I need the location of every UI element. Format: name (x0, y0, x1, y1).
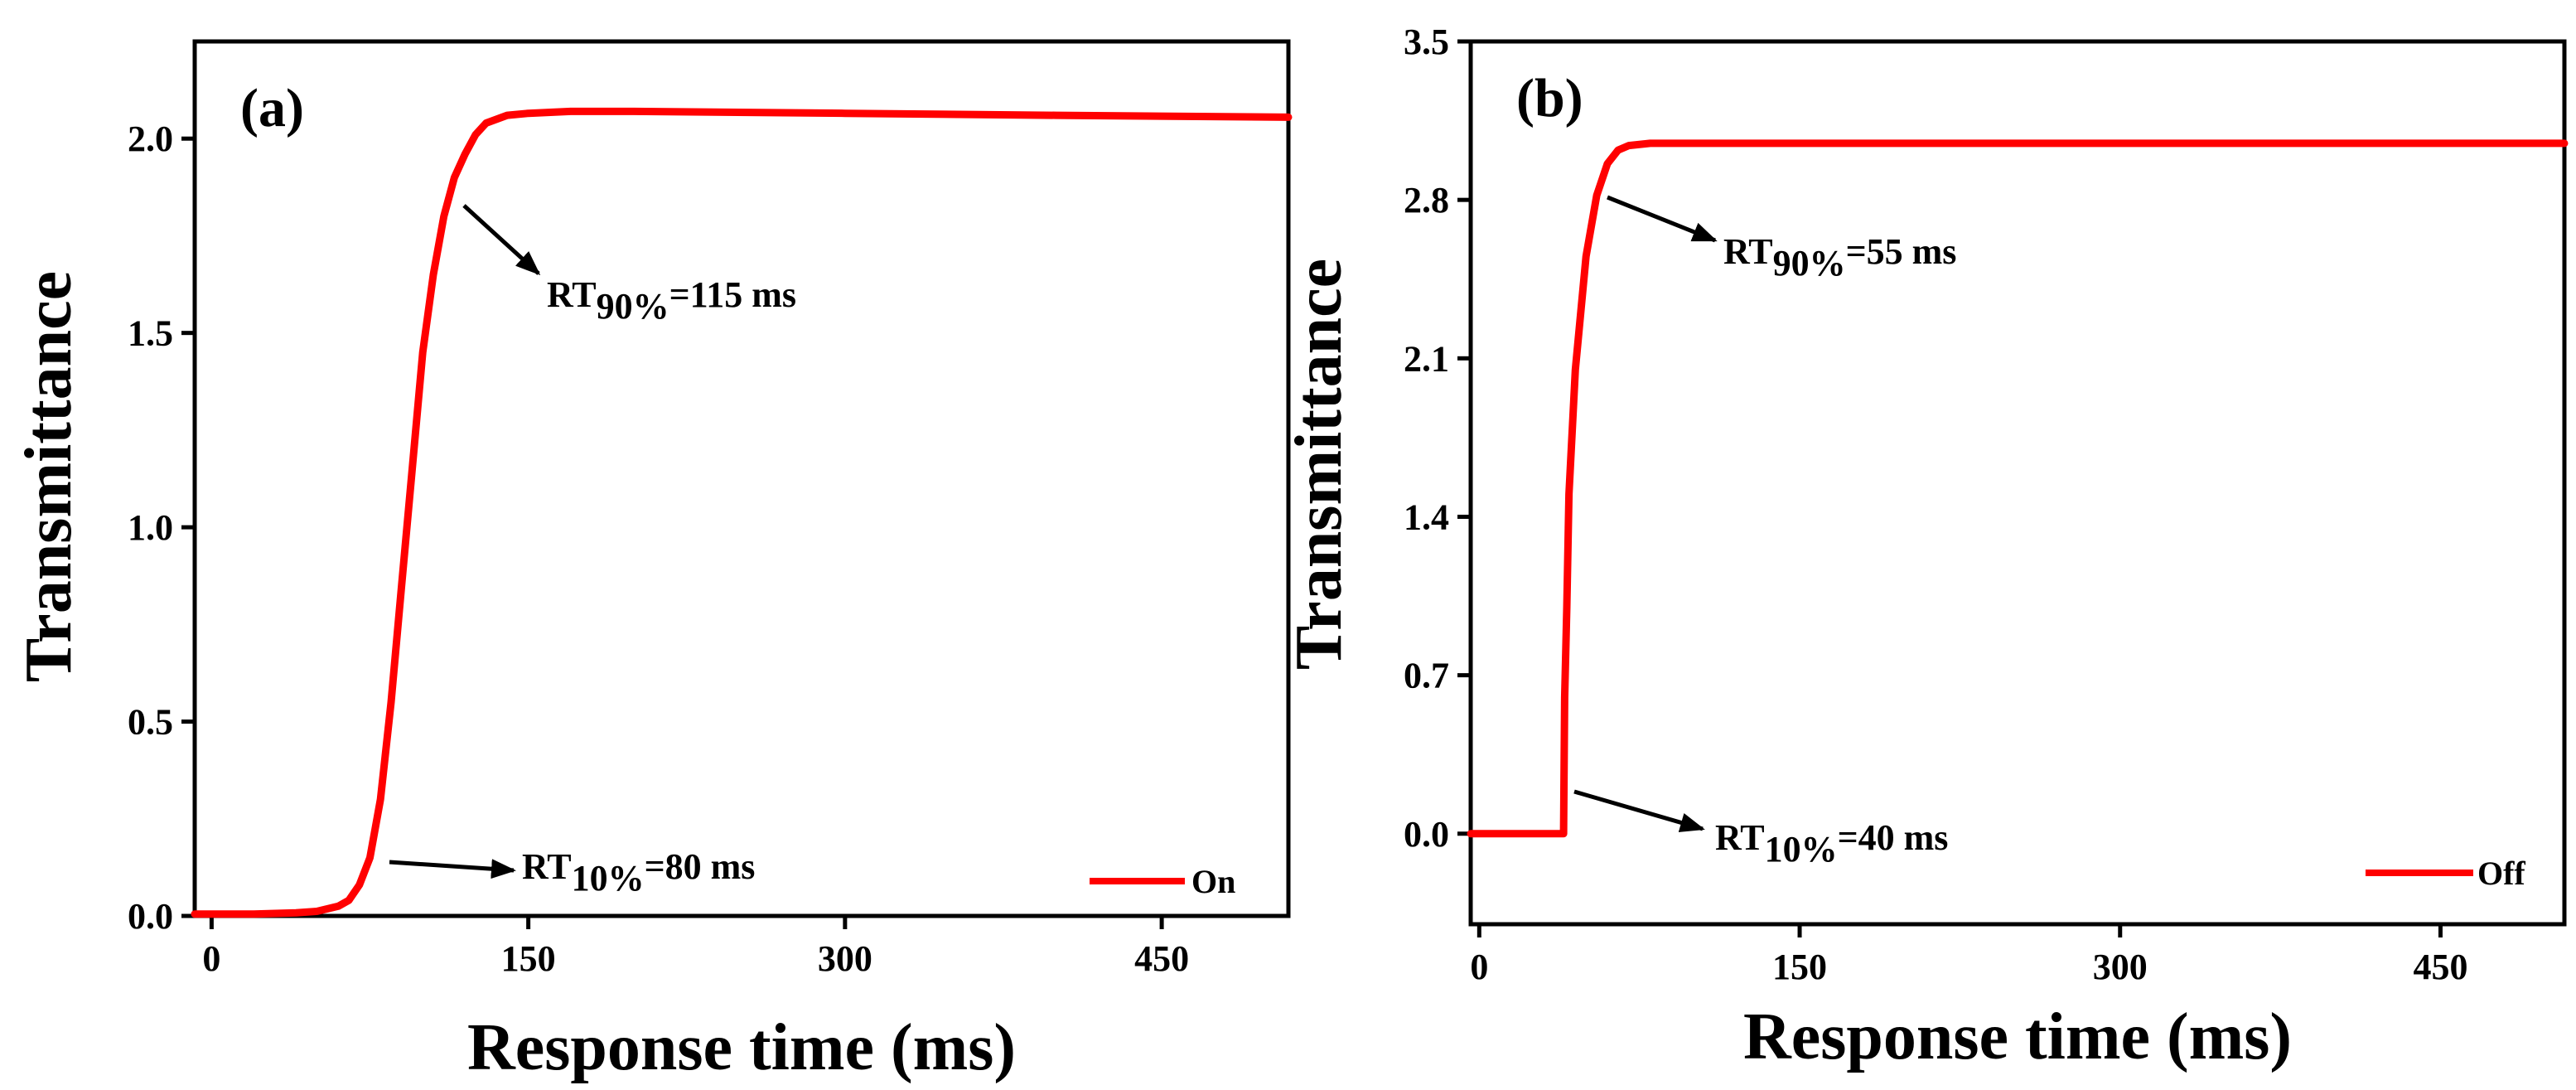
legend-a: On (1090, 863, 1235, 900)
annotation-rt90-b: RT90%=55 ms (1723, 231, 1956, 283)
panel-label-a: (a) (240, 78, 304, 138)
x-tick-label-a: 0 (202, 938, 220, 979)
y-tick-label-a: 0.5 (128, 702, 173, 743)
x-tick-label-a: 150 (501, 938, 556, 979)
annotation-rt90-a: RT90%=115 ms (547, 274, 796, 327)
legend-b: Off (2366, 855, 2525, 892)
y-tick-label-b: 3.5 (1404, 22, 1449, 62)
annotation-arrow-b-1 (1573, 789, 1705, 832)
y-tick-label-a: 0.0 (128, 896, 173, 937)
y-tick-label-b: 0.7 (1404, 656, 1449, 696)
annotation-rt90-a-value: =115 ms (669, 274, 796, 315)
y-tick-label-b: 2.1 (1404, 338, 1449, 379)
annotation-rt90-b-base: RT (1723, 231, 1773, 272)
plot-frame-b (1468, 39, 2567, 927)
x-tick-label-a: 450 (1134, 938, 1189, 979)
x-tick-label-b: 150 (1772, 947, 1827, 987)
y-tick-label-b: 1.4 (1404, 497, 1449, 537)
arrows-a (389, 204, 541, 879)
y-tick-label-b: 0.0 (1404, 814, 1449, 855)
annotation-rt10-b: RT10%=40 ms (1715, 817, 1948, 870)
ticks-b: 0 150 300 450 0.0 0.7 1.4 2.1 2.8 3.5 (1404, 22, 2467, 987)
y-tick-label-a: 1.5 (128, 313, 173, 354)
annotation-rt10-b-value: =40 ms (1838, 817, 1949, 858)
annotation-arrow-a-0 (462, 204, 541, 276)
annotation-rt10-b-base: RT (1715, 817, 1765, 858)
chart-panel-b: 0 150 300 450 0.0 0.7 1.4 2.1 2.8 3.5 (b) Respons… (1283, 22, 2569, 1073)
x-tick-label-a: 300 (818, 938, 872, 979)
annotation-rt10-a-base: RT (522, 846, 572, 887)
annotation-rt90-a-sub: 90% (597, 286, 669, 327)
annotation-arrow-a-1 (389, 859, 516, 879)
series-a (191, 107, 1293, 918)
y-tick-label-a: 1.0 (128, 507, 173, 548)
x-tick-label-b: 450 (2413, 947, 2467, 987)
y-axis-label-b: Transmittance (1283, 259, 1356, 670)
y-tick-label-b: 2.8 (1404, 180, 1449, 220)
annotation-rt90-b-value: =55 ms (1846, 231, 1957, 272)
chart-panel-a: 0 150 300 450 0.0 0.5 1.0 1.5 2.0 (a) Response t… (12, 39, 1293, 1084)
y-axis-label-a: Transmittance (12, 271, 85, 682)
y-tick-label-a: 2.0 (128, 119, 173, 159)
ticks-a: 0 150 300 450 0.0 0.5 1.0 1.5 2.0 (128, 119, 1189, 979)
annotation-rt10-a: RT10%=80 ms (522, 846, 755, 899)
series-line-off (1467, 139, 2569, 838)
x-tick-label-b: 300 (2093, 947, 2148, 987)
annotation-rt90-a-base: RT (547, 274, 597, 315)
annotation-arrow-b-0 (1607, 195, 1718, 243)
panel-label-b: (b) (1516, 68, 1583, 128)
legend-label-a: On (1191, 863, 1235, 900)
plot-frame-a (192, 39, 1291, 918)
series-b (1467, 139, 2569, 838)
x-axis-label-b: Response time (ms) (1743, 1000, 2292, 1073)
arrows-b (1573, 195, 1718, 832)
legend-label-b: Off (2477, 855, 2525, 892)
annotation-rt10-a-value: =80 ms (645, 846, 756, 887)
x-tick-label-b: 0 (1470, 947, 1488, 987)
annotation-rt10-a-sub: 10% (572, 858, 645, 899)
x-axis-label-a: Response time (ms) (467, 1011, 1016, 1084)
series-line-on (191, 107, 1293, 918)
annotation-rt10-b-sub: 10% (1765, 829, 1838, 870)
annotation-rt90-b-sub: 90% (1773, 243, 1846, 283)
